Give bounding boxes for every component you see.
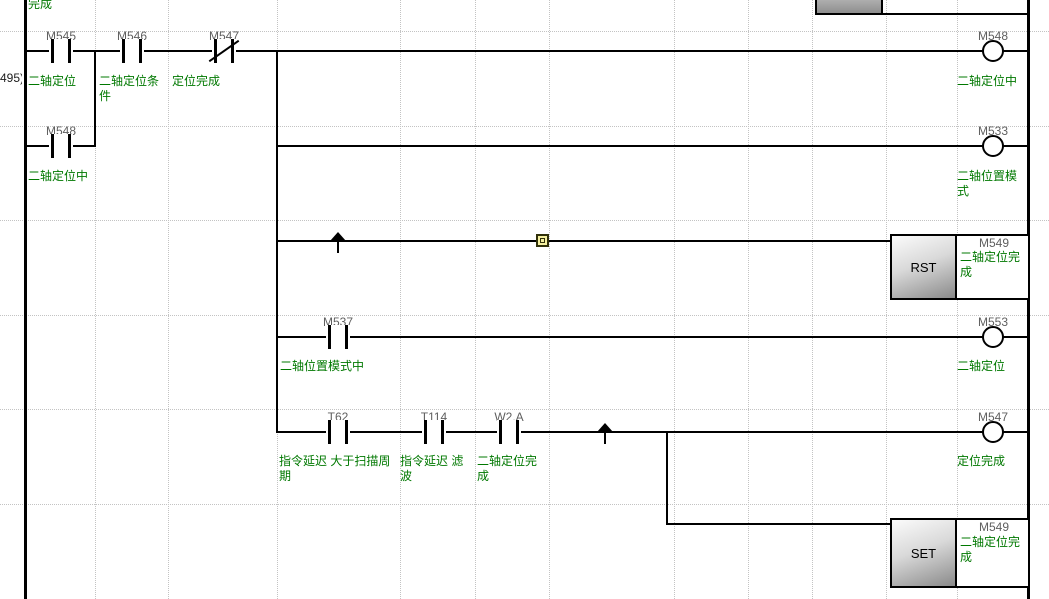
contact-bar (139, 39, 142, 63)
contact-m545[interactable] (49, 39, 73, 63)
grid-line (812, 0, 813, 599)
wire (277, 145, 1027, 147)
device-comment: 二轴定位 (957, 359, 1006, 373)
contact-bar (328, 420, 331, 444)
device-comment: 二轴定位完成 (477, 454, 538, 483)
edit-cursor-marker[interactable] (536, 234, 549, 247)
grid-line (400, 0, 401, 599)
device-comment: 定位完成 (957, 454, 1006, 468)
wire (277, 336, 1027, 338)
grid-line (0, 315, 1049, 316)
grid-line (0, 220, 1049, 221)
device-label: M553 (977, 315, 1009, 329)
contact-m546[interactable] (120, 39, 144, 63)
contact-bar (499, 420, 502, 444)
clipped-instruction-block[interactable] (815, 0, 883, 15)
contact-bar (516, 420, 519, 444)
contact-bar (51, 39, 54, 63)
contact-w2a[interactable] (497, 420, 521, 444)
contact-bar (345, 325, 348, 349)
contact-bar (424, 420, 427, 444)
grid-line (475, 0, 476, 599)
clipped-comment: 完成 (28, 0, 53, 11)
contact-m548[interactable] (49, 134, 73, 158)
edit-cursor-marker-inner (540, 238, 545, 243)
grid-line (748, 0, 749, 599)
grid-line (168, 0, 169, 599)
coil-m553[interactable] (982, 326, 1004, 348)
rst-instruction-block[interactable]: RST (890, 234, 1030, 300)
device-comment: 指令延迟 滤波 (400, 454, 464, 483)
device-comment: 二轴定位中 (957, 74, 1018, 88)
rising-edge-arrow-stem (337, 239, 339, 253)
contact-bar (122, 39, 125, 63)
contact-bar (441, 420, 444, 444)
grid-line (674, 0, 675, 599)
contact-t62[interactable] (326, 420, 350, 444)
rst-mnemonic: RST (892, 236, 957, 298)
contact-bar (214, 39, 217, 63)
device-comment: 二轴定位完成 (960, 535, 1021, 564)
grid-line (0, 31, 1049, 32)
contact-bar (68, 39, 71, 63)
contact-bar (345, 420, 348, 444)
coil-m533[interactable] (982, 135, 1004, 157)
device-comment: 定位完成 (172, 74, 221, 88)
grid-line (886, 0, 887, 599)
device-label: M548 (977, 29, 1009, 43)
device-comment: 二轴位置模式 (957, 169, 1018, 198)
set-instruction-block[interactable]: SET (890, 518, 1030, 588)
left-power-rail (24, 0, 27, 599)
device-comment: 二轴位置模式中 (280, 359, 365, 373)
coil-m547[interactable] (982, 421, 1004, 443)
contact-bar (231, 39, 234, 63)
wire (277, 240, 892, 242)
rising-edge-arrow[interactable] (597, 423, 613, 432)
contact-bar (51, 134, 54, 158)
device-comment: 二轴定位条件 (99, 74, 160, 103)
device-label: M547 (977, 410, 1009, 424)
wire (94, 50, 96, 147)
wire (27, 50, 1027, 52)
wire (881, 13, 1030, 15)
wire (667, 523, 892, 525)
device-comment: 二轴定位完成 (960, 250, 1021, 279)
grid-line (0, 504, 1049, 505)
rising-edge-arrow[interactable] (330, 232, 346, 241)
contact-t114[interactable] (422, 420, 446, 444)
device-label: M549 (978, 236, 1010, 250)
contact-bar (68, 134, 71, 158)
step-number: 495) (0, 71, 22, 85)
device-comment: 指令延迟 大于扫描周期 (279, 454, 391, 483)
grid-line (0, 409, 1049, 410)
device-label: M533 (977, 124, 1009, 138)
device-comment: 二轴定位 (28, 74, 77, 88)
set-mnemonic: SET (892, 520, 957, 586)
wire (666, 431, 668, 525)
device-label: M549 (978, 520, 1010, 534)
rising-edge-arrow-stem (604, 430, 606, 444)
grid-line (95, 0, 96, 599)
device-comment: 二轴定位中 (28, 169, 89, 183)
coil-m548[interactable] (982, 40, 1004, 62)
contact-bar (328, 325, 331, 349)
wire (277, 431, 1027, 433)
contact-m537[interactable] (326, 325, 350, 349)
grid-line (0, 126, 1049, 127)
grid-line (549, 0, 550, 599)
